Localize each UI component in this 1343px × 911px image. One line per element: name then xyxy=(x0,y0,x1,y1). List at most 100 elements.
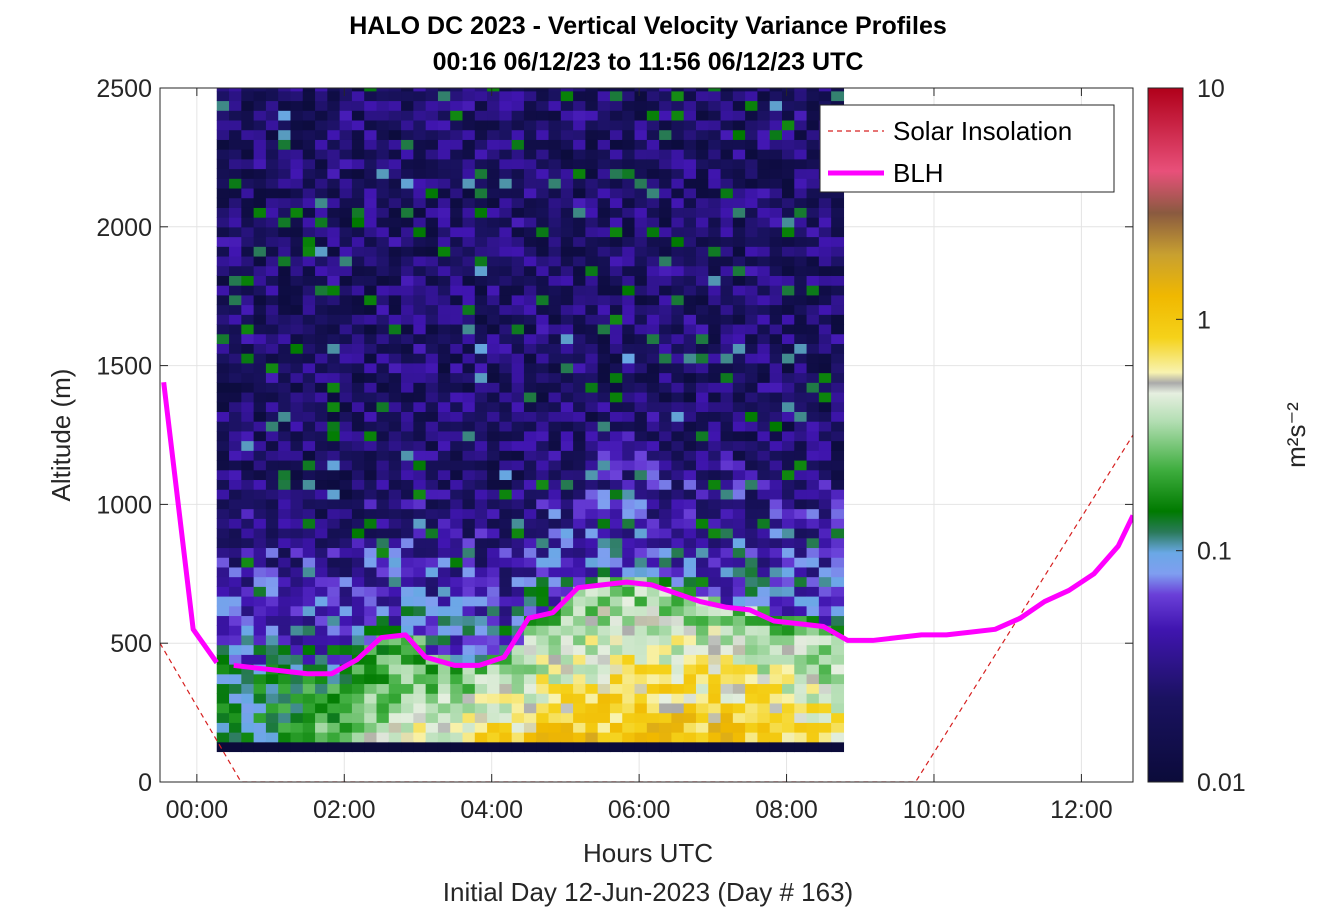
heatmap-cell xyxy=(265,353,279,364)
heatmap-cell xyxy=(327,732,341,743)
heatmap-cell xyxy=(659,382,673,393)
heatmap-cell xyxy=(708,129,722,140)
heatmap-cell xyxy=(585,391,599,403)
heatmap-cell xyxy=(278,693,292,704)
heatmap-cell xyxy=(769,654,783,665)
heatmap-cell xyxy=(671,255,685,267)
heatmap-cell xyxy=(511,537,525,549)
heatmap-cell xyxy=(597,605,611,617)
heatmap-cell xyxy=(425,450,439,461)
heatmap-cell xyxy=(585,246,599,257)
heatmap-cell xyxy=(745,596,759,607)
heatmap-cell xyxy=(241,430,255,442)
heatmap-cell xyxy=(536,732,550,743)
heatmap-cell xyxy=(634,353,648,364)
heatmap-cell xyxy=(560,100,574,111)
heatmap-cell xyxy=(450,149,464,160)
heatmap-cell xyxy=(769,333,783,344)
heatmap-cell xyxy=(671,246,685,257)
heatmap-cell xyxy=(364,343,378,354)
heatmap-cell xyxy=(241,343,255,354)
heatmap-cell xyxy=(241,547,255,558)
heatmap-cell xyxy=(339,285,353,296)
heatmap-cell xyxy=(548,158,562,170)
heatmap-cell xyxy=(646,537,660,549)
heatmap-cell xyxy=(548,343,562,354)
heatmap-cell xyxy=(278,265,292,276)
heatmap-cell xyxy=(474,285,488,296)
heatmap-cell xyxy=(376,100,390,111)
heatmap-cell xyxy=(364,139,378,150)
heatmap-cell xyxy=(376,654,390,665)
heatmap-cell xyxy=(831,741,845,753)
heatmap-cell xyxy=(278,362,292,374)
heatmap-cell xyxy=(376,518,390,529)
heatmap-cell xyxy=(351,732,365,743)
y-tick-label: 0 xyxy=(138,769,152,797)
heatmap-cell xyxy=(634,294,648,306)
heatmap-cell xyxy=(487,158,500,170)
heatmap-cell xyxy=(573,110,586,121)
heatmap-cell xyxy=(315,90,328,102)
heatmap-cell xyxy=(413,100,427,111)
heatmap-cell xyxy=(351,440,365,451)
heatmap-cell xyxy=(671,265,685,276)
heatmap-cell xyxy=(462,246,476,257)
heatmap-cell xyxy=(536,343,550,354)
heatmap-cell xyxy=(364,741,378,753)
heatmap-cell xyxy=(315,343,328,354)
heatmap-cell xyxy=(462,343,476,354)
heatmap-cell xyxy=(536,333,550,344)
heatmap-cell xyxy=(769,275,783,286)
heatmap-cell xyxy=(597,450,611,461)
heatmap-cell xyxy=(781,119,795,131)
heatmap-cell xyxy=(450,469,464,481)
heatmap-cell xyxy=(229,469,242,481)
heatmap-cell xyxy=(487,498,500,510)
heatmap-cell xyxy=(794,576,808,587)
heatmap-cell xyxy=(450,255,464,267)
heatmap-cell xyxy=(831,722,845,733)
heatmap-cell xyxy=(622,158,636,170)
heatmap-cell xyxy=(499,401,513,413)
heatmap-cell xyxy=(560,197,574,208)
heatmap-cell xyxy=(327,498,341,510)
heatmap-cell xyxy=(573,625,586,636)
heatmap-cell xyxy=(523,732,537,743)
heatmap-cell xyxy=(560,625,574,636)
heatmap-cell xyxy=(745,139,759,150)
heatmap-cell xyxy=(745,100,759,111)
heatmap-cell xyxy=(388,362,402,374)
heatmap-cell xyxy=(683,88,697,92)
heatmap-cell xyxy=(487,741,500,753)
heatmap-cell xyxy=(487,353,500,364)
heatmap-cell xyxy=(474,158,488,170)
heatmap-cell xyxy=(327,265,341,276)
heatmap-cell xyxy=(302,440,316,451)
heatmap-cell xyxy=(622,100,636,111)
heatmap-cell xyxy=(671,615,685,626)
heatmap-cell xyxy=(781,527,795,539)
heatmap-cell xyxy=(745,411,759,422)
heatmap-cell xyxy=(634,88,648,92)
heatmap-cell xyxy=(732,149,746,160)
heatmap-cell xyxy=(769,450,783,461)
heatmap-cell xyxy=(474,110,488,121)
heatmap-cell xyxy=(609,88,623,92)
heatmap-cell xyxy=(548,586,562,597)
heatmap-cell xyxy=(413,625,427,636)
heatmap-cell xyxy=(695,615,709,626)
heatmap-cell xyxy=(818,664,832,675)
heatmap-cell xyxy=(831,323,845,335)
heatmap-cell xyxy=(720,236,734,247)
heatmap-cell xyxy=(671,411,685,422)
heatmap-cell xyxy=(806,566,820,578)
heatmap-cell xyxy=(646,129,660,140)
heatmap-cell xyxy=(695,722,709,733)
heatmap-cell xyxy=(818,90,832,102)
heatmap-cell xyxy=(671,372,685,383)
heatmap-cell xyxy=(450,673,464,685)
heatmap-cell xyxy=(290,197,304,208)
heatmap-cell xyxy=(216,440,230,451)
heatmap-cell xyxy=(327,246,341,257)
